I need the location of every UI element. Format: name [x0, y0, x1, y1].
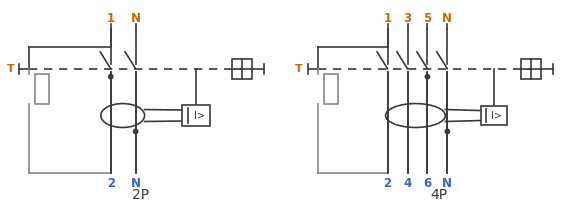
Text: 6: 6 [423, 177, 432, 190]
Text: N: N [443, 12, 452, 26]
Bar [481, 105, 507, 125]
Circle shape [425, 74, 429, 79]
Text: 4: 4 [404, 177, 412, 190]
Text: 2P: 2P [132, 188, 149, 202]
Circle shape [133, 129, 138, 134]
Text: 4P: 4P [431, 188, 448, 202]
Text: T: T [295, 64, 303, 74]
Text: N: N [131, 177, 141, 190]
Bar [232, 59, 252, 79]
Text: 5: 5 [423, 12, 432, 26]
Text: 2: 2 [107, 177, 115, 190]
Bar [521, 59, 541, 79]
Bar [35, 74, 49, 104]
Text: 1: 1 [107, 12, 115, 26]
Text: 3: 3 [404, 12, 412, 26]
Text: N: N [131, 12, 141, 26]
Text: N: N [443, 177, 452, 190]
Text: T: T [6, 64, 14, 74]
Circle shape [108, 74, 113, 79]
Text: I>: I> [491, 111, 502, 121]
Circle shape [445, 129, 449, 134]
Text: I>: I> [194, 111, 205, 121]
Text: 1: 1 [383, 12, 391, 26]
Bar [183, 105, 210, 126]
Text: 2: 2 [383, 177, 391, 190]
Bar [324, 74, 338, 104]
